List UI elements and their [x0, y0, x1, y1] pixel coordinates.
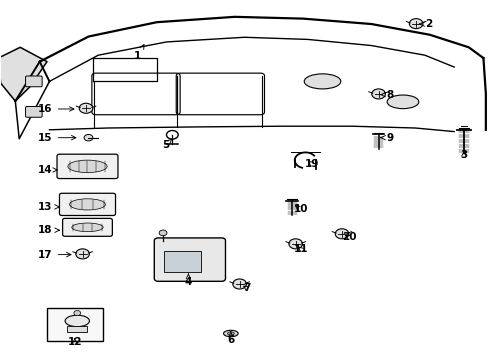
- Circle shape: [159, 230, 166, 236]
- Text: 19: 19: [304, 159, 318, 169]
- Ellipse shape: [304, 74, 340, 89]
- Text: 3: 3: [459, 150, 467, 160]
- Text: 17: 17: [38, 249, 71, 260]
- Text: 15: 15: [38, 133, 76, 143]
- Circle shape: [79, 103, 93, 113]
- Text: 1: 1: [133, 45, 144, 61]
- Ellipse shape: [69, 199, 105, 210]
- Text: 11: 11: [293, 244, 307, 254]
- Text: 9: 9: [380, 133, 392, 143]
- Ellipse shape: [227, 332, 234, 335]
- Text: 14: 14: [38, 165, 57, 175]
- Text: 4: 4: [184, 274, 192, 287]
- Text: 8: 8: [380, 90, 393, 100]
- Circle shape: [76, 249, 89, 259]
- FancyBboxPatch shape: [25, 107, 42, 117]
- Ellipse shape: [68, 160, 107, 172]
- Circle shape: [232, 279, 246, 289]
- Text: 18: 18: [38, 225, 59, 235]
- Polygon shape: [0, 47, 47, 101]
- FancyBboxPatch shape: [62, 219, 112, 236]
- Text: 16: 16: [38, 104, 74, 114]
- Bar: [47, 309, 102, 341]
- Ellipse shape: [223, 330, 238, 337]
- Circle shape: [334, 229, 348, 239]
- Text: 12: 12: [67, 337, 82, 347]
- Bar: [67, 326, 87, 332]
- Text: 13: 13: [38, 202, 59, 212]
- Circle shape: [84, 134, 93, 141]
- Text: 5: 5: [162, 139, 172, 150]
- Text: 7: 7: [243, 283, 250, 293]
- Ellipse shape: [386, 95, 418, 109]
- FancyBboxPatch shape: [60, 193, 115, 216]
- Bar: [163, 251, 201, 272]
- FancyBboxPatch shape: [25, 76, 42, 87]
- Circle shape: [408, 19, 422, 29]
- Ellipse shape: [65, 315, 89, 327]
- Text: 6: 6: [227, 332, 234, 345]
- Circle shape: [74, 311, 81, 316]
- Ellipse shape: [72, 223, 103, 231]
- FancyBboxPatch shape: [154, 238, 225, 281]
- FancyBboxPatch shape: [57, 154, 118, 179]
- Text: 2: 2: [419, 19, 431, 29]
- Text: 20: 20: [342, 232, 356, 242]
- Text: 10: 10: [293, 204, 307, 215]
- Circle shape: [371, 89, 385, 99]
- Circle shape: [288, 239, 302, 249]
